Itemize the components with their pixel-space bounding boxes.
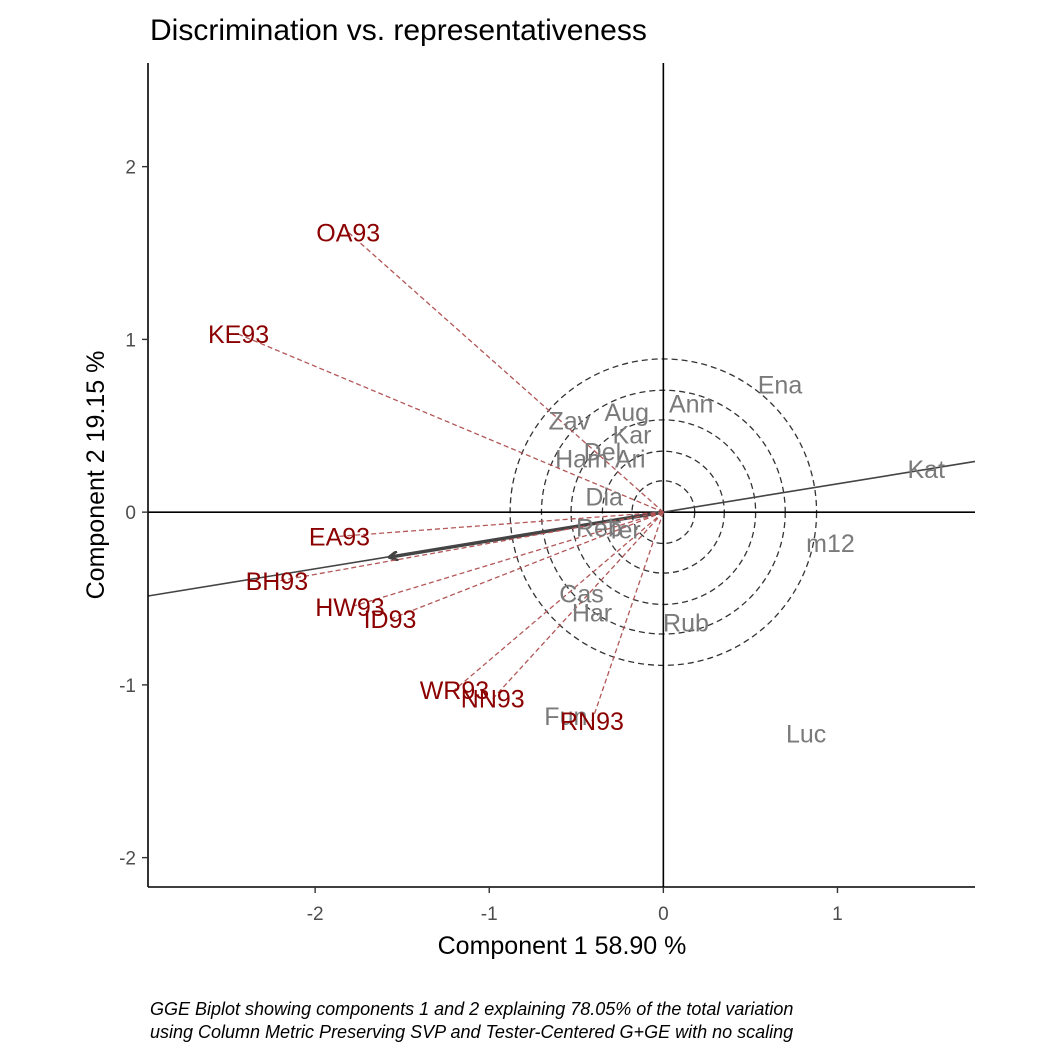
genotype-label-aug: Aug: [605, 399, 649, 427]
vector-rn93: [591, 511, 664, 722]
genotype-label-m12: m12: [806, 530, 855, 558]
genotype-label-ena: Ena: [758, 371, 803, 399]
y-tick-label: 2: [125, 158, 136, 179]
tick-labels: -2 -1 0 1 -2 -1 0 1 2: [119, 158, 843, 925]
y-tick-label: 0: [125, 503, 136, 524]
caption-line-1: GGE Biplot showing components 1 and 2 ex…: [150, 999, 793, 1019]
genotype-label-luc: Luc: [786, 720, 826, 748]
genotype-label-fun: Fun: [544, 703, 587, 731]
genotype-label-reb: Reb: [576, 515, 622, 543]
x-tick-label: 0: [658, 904, 669, 925]
genotype-label-zav: Zav: [548, 408, 590, 436]
genotype-label-kat: Kat: [907, 456, 945, 484]
genotype-label-ham: Ham: [555, 446, 608, 474]
x-axis-label: Component 1 58.90 %: [438, 932, 687, 960]
environment-label-rn93: RN93: [560, 708, 624, 736]
vector-nn93: [492, 511, 664, 700]
environment-label-nn93: NN93: [461, 686, 525, 714]
environment-label-ke93: KE93: [208, 321, 269, 349]
genotype-label-kar: Kar: [613, 421, 652, 449]
average-environment-axis: [147, 460, 976, 597]
y-tick-label: -2: [119, 849, 136, 870]
environment-label-id93: ID93: [364, 606, 417, 634]
vector-wr93: [454, 511, 664, 691]
genotype-label-ter: Ter: [606, 516, 641, 544]
environment-label-hw93: HW93: [315, 594, 384, 622]
x-tick-label: -1: [481, 904, 498, 925]
chart-title: Discrimination vs. representativeness: [150, 14, 647, 47]
genotype-label-har: Har: [572, 599, 612, 627]
vector-bh93: [276, 511, 664, 582]
x-tick-label: -2: [307, 904, 324, 925]
y-axis-label: Component 2 19.15 %: [82, 351, 110, 600]
environment-label-oa93: OA93: [316, 219, 380, 247]
caption-line-2: using Column Metric Preserving SVP and T…: [150, 1022, 793, 1042]
environment-label-bh93: BH93: [246, 568, 309, 596]
average-environment-arrow: [390, 510, 664, 557]
plot-frame: [147, 63, 975, 888]
genotype-label-dia: Dia: [585, 484, 623, 512]
y-tick-label: -1: [119, 676, 136, 697]
zero-lines: [148, 63, 975, 887]
genotype-label-ann: Ann: [669, 390, 713, 418]
environment-label-wr93: WR93: [420, 677, 489, 705]
vector-ea93: [339, 511, 664, 537]
genotype-label-rub: Rub: [663, 610, 709, 638]
y-tick-label: 1: [125, 330, 136, 351]
environment-label-ea93: EA93: [309, 523, 370, 551]
genotype-label-ari: Ari: [615, 446, 646, 474]
vector-oa93: [347, 231, 664, 513]
genotype-label-del: Del: [584, 439, 622, 467]
vector-id93: [389, 511, 664, 620]
vector-ke93: [238, 333, 664, 513]
genotype-label-cas: Cas: [559, 580, 603, 608]
vector-hw93: [349, 511, 664, 608]
x-tick-label: 1: [832, 904, 843, 925]
environment-vectors: [238, 231, 664, 722]
